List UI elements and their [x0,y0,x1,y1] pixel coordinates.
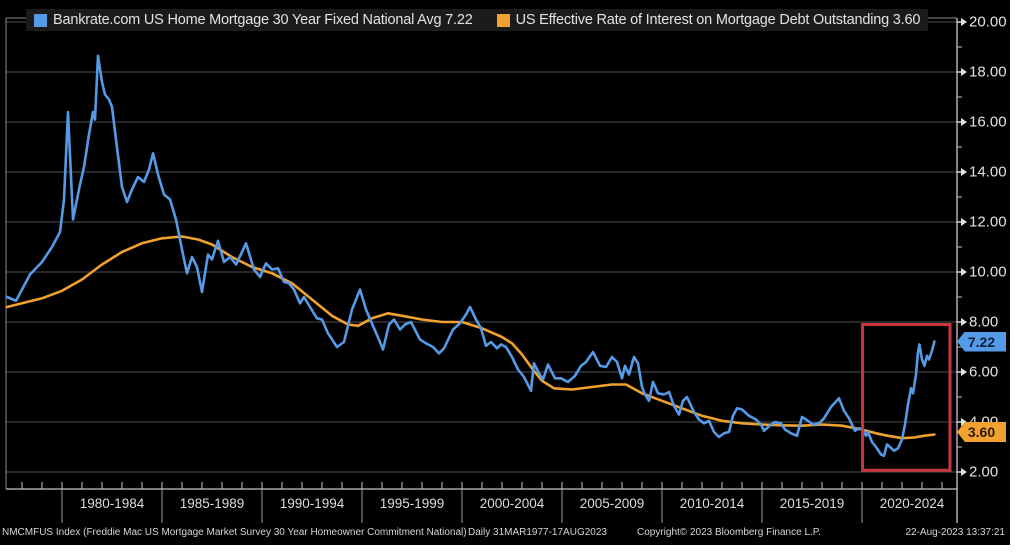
y-tick-arrow-icon [961,368,967,376]
last-value-badge-blue: 7.22 [957,331,1006,352]
effective-rate-line [5,235,936,440]
chart-canvas: Bankrate.com US Home Mortgage 30 Year Fi… [0,0,1010,545]
x-axis-section-label: 2005-2009 [579,496,645,511]
footer-instrument-text: NMCMFUS Index (Freddie Mac US Mortgage M… [2,527,467,538]
y-axis-tick-label: 12.00 [969,213,1007,231]
badge-value: 3.60 [967,424,996,440]
x-axis-section-label: 2010-2014 [679,496,745,511]
y-tick-arrow-icon [961,468,967,476]
x-axis-section-label: 2015-2019 [779,496,845,511]
y-tick-arrow-icon [961,218,967,226]
legend-label-mortgage-rate: Bankrate.com US Home Mortgage 30 Year Fi… [53,12,473,28]
y-axis-tick-label: 6.00 [969,363,999,381]
mortgage-rate-line [5,54,936,458]
chart-legend: Bankrate.com US Home Mortgage 30 Year Fi… [26,9,929,31]
footer-date-range-text: Daily 31MAR1977-17AUG2023 [468,527,607,538]
x-axis-section-label: 1995-1999 [379,496,445,511]
y-axis-tick-label: 2.00 [969,463,999,481]
footer-copyright-text: Copyright© 2023 Bloomberg Finance L.P. [637,527,821,538]
y-axis-tick-label: 10.00 [969,263,1007,281]
y-axis-tick-label: 14.00 [969,163,1007,181]
orange-series-swatch-icon [496,13,510,27]
y-tick-arrow-icon [961,118,967,126]
y-tick-arrow-icon [961,268,967,276]
blue-series-swatch-icon [34,13,47,27]
last-value-badge-orange: 3.60 [957,422,1006,442]
y-tick-arrow-icon [961,68,967,76]
y-axis-tick-label: 20.00 [969,13,1007,31]
footer-timestamp-text: 22-Aug-2023 13:37:21 [905,527,1005,538]
x-axis-section-label: 1990-1994 [279,496,345,511]
y-axis-tick-label: 18.00 [969,63,1007,81]
x-axis-section-label: 2000-2004 [479,496,545,511]
x-axis-section-label: 1985-1989 [179,496,245,511]
y-tick-arrow-icon [961,418,967,426]
y-tick-arrow-icon [961,18,967,26]
highlight-box-annotation [861,323,952,472]
chart-plot-area[interactable] [0,0,1010,545]
y-tick-arrow-icon [961,168,967,176]
x-axis-section-label: 1980-1984 [79,496,145,511]
badge-value: 7.22 [967,333,996,350]
x-axis-section-label: 2020-2024 [879,496,945,511]
y-tick-arrow-icon [961,318,967,326]
y-axis-tick-label: 16.00 [969,113,1007,131]
y-axis-tick-label: 8.00 [969,313,999,331]
legend-label-effective-rate: US Effective Rate of Interest on Mortgag… [515,12,921,28]
legend-item-mortgage-rate[interactable]: Bankrate.com US Home Mortgage 30 Year Fi… [34,12,473,28]
legend-item-effective-rate[interactable]: US Effective Rate of Interest on Mortgag… [496,12,921,28]
